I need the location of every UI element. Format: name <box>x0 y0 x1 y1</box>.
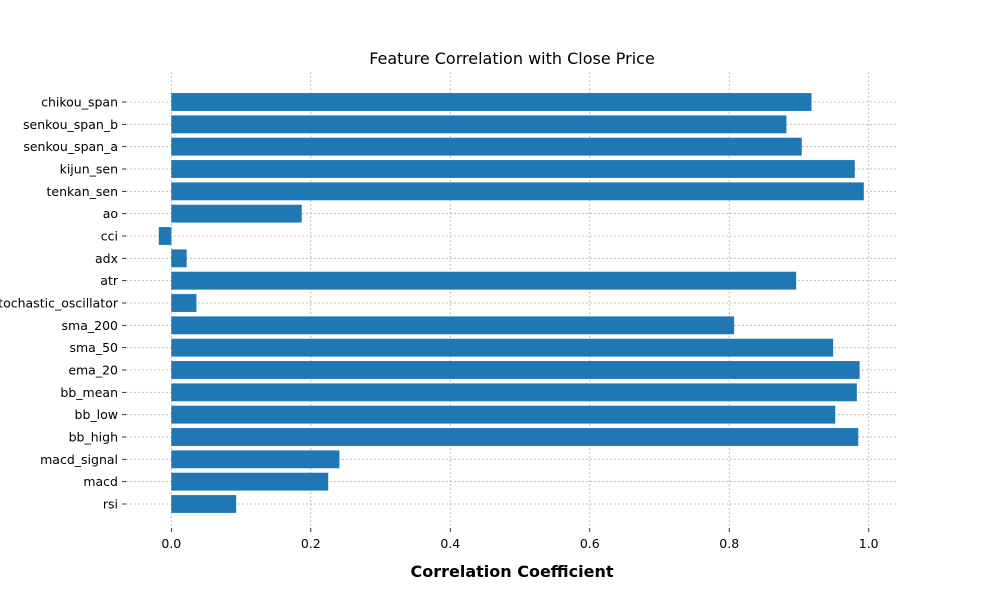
x-tick-label: 0.0 <box>161 536 181 551</box>
bar-rsi <box>171 495 237 513</box>
y-tick-label: ao <box>103 206 118 221</box>
y-tick-label: rsi <box>103 497 118 512</box>
bar-sma-50 <box>171 338 834 357</box>
chart-title: Feature Correlation with Close Price <box>369 49 655 68</box>
y-tick-label: kijun_sen <box>60 162 118 177</box>
bars <box>158 93 864 513</box>
bar-macd-signal <box>171 450 340 469</box>
bar-sma-200 <box>171 316 735 335</box>
x-tick-label: 0.6 <box>580 536 600 551</box>
y-tick-label: atr <box>100 273 119 288</box>
bar-tenkan-sen <box>171 182 864 201</box>
bar-macd <box>171 472 329 491</box>
x-tick-label: 0.8 <box>719 536 739 551</box>
bar-bb-mean <box>171 383 857 402</box>
y-tick-label: bb_high <box>69 430 118 445</box>
y-tick-label: senkou_span_b <box>23 117 118 132</box>
x-tick-label: 1.0 <box>859 536 879 551</box>
bar-chikou-span <box>171 93 812 111</box>
y-tick-label: chikou_span <box>41 95 118 110</box>
y-tick-label: stochastic_oscillator <box>0 296 119 311</box>
y-axis-ticks: rsi macd macd_signal bb_high bb_low bb_mean em… <box>0 95 126 512</box>
bar-bb-low <box>171 405 836 424</box>
bar-bb-high <box>171 428 859 446</box>
y-tick-label: sma_50 <box>69 340 118 355</box>
y-tick-label: adx <box>95 251 118 266</box>
x-axis-title: Correlation Coefficient <box>410 562 613 581</box>
x-tick-label: 0.2 <box>301 536 321 551</box>
y-tick-label: senkou_span_a <box>23 139 118 154</box>
bar-ema-20 <box>171 361 860 379</box>
y-tick-label: ema_20 <box>68 363 118 378</box>
y-tick-label: macd_signal <box>40 452 118 467</box>
bar-ao <box>171 204 302 223</box>
bar-cci <box>158 227 172 245</box>
x-axis-ticks: 0.0 0.2 0.4 0.6 0.8 1.0 <box>161 528 879 551</box>
y-tick-label: bb_low <box>75 407 118 422</box>
bar-senkou-span-b <box>171 115 787 134</box>
bar-stochastic-oscillator <box>171 294 197 312</box>
y-tick-label: cci <box>101 229 118 244</box>
y-tick-label: sma_200 <box>62 318 119 333</box>
y-tick-label: bb_mean <box>60 385 118 400</box>
y-tick-label: macd <box>83 474 118 489</box>
bar-adx <box>171 249 187 268</box>
y-tick-label: tenkan_sen <box>47 184 119 199</box>
bar-kijun-sen <box>171 160 855 178</box>
x-tick-label: 0.4 <box>440 536 460 551</box>
bar-atr <box>171 271 797 290</box>
bar-senkou-span-a <box>171 137 802 156</box>
